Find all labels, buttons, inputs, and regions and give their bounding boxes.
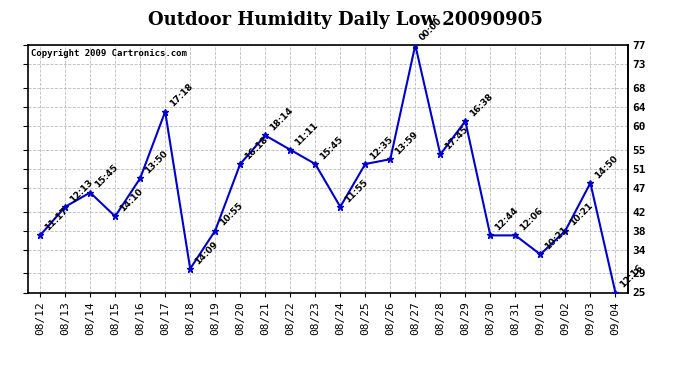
Text: 11:17: 11:17 (43, 206, 70, 232)
Text: 13:59: 13:59 (393, 130, 420, 156)
Text: 17:45: 17:45 (443, 125, 470, 152)
Text: 11:11: 11:11 (293, 120, 319, 147)
Text: 12:06: 12:06 (518, 206, 544, 232)
Text: 14:50: 14:50 (593, 154, 620, 180)
Text: 10:21: 10:21 (568, 201, 595, 228)
Text: 12:13: 12:13 (68, 177, 95, 204)
Text: 11:55: 11:55 (343, 177, 370, 204)
Text: 10:55: 10:55 (218, 201, 244, 228)
Text: 00:00: 00:00 (418, 16, 444, 42)
Text: 12:44: 12:44 (493, 206, 520, 232)
Text: 15:45: 15:45 (93, 163, 119, 190)
Text: 13:50: 13:50 (143, 149, 170, 176)
Text: 14:10: 14:10 (118, 187, 144, 214)
Text: 16:38: 16:38 (468, 92, 495, 118)
Text: 10:21: 10:21 (543, 225, 570, 252)
Text: 15:45: 15:45 (318, 135, 345, 161)
Text: 18:14: 18:14 (268, 106, 295, 133)
Text: 17:18: 17:18 (168, 82, 195, 109)
Text: Copyright 2009 Cartronics.com: Copyright 2009 Cartronics.com (30, 49, 186, 58)
Text: 16:18: 16:18 (243, 135, 270, 161)
Text: 14:09: 14:09 (193, 239, 219, 266)
Text: Outdoor Humidity Daily Low 20090905: Outdoor Humidity Daily Low 20090905 (148, 11, 542, 29)
Text: 12:16: 12:16 (618, 263, 644, 290)
Text: 12:35: 12:35 (368, 135, 395, 161)
